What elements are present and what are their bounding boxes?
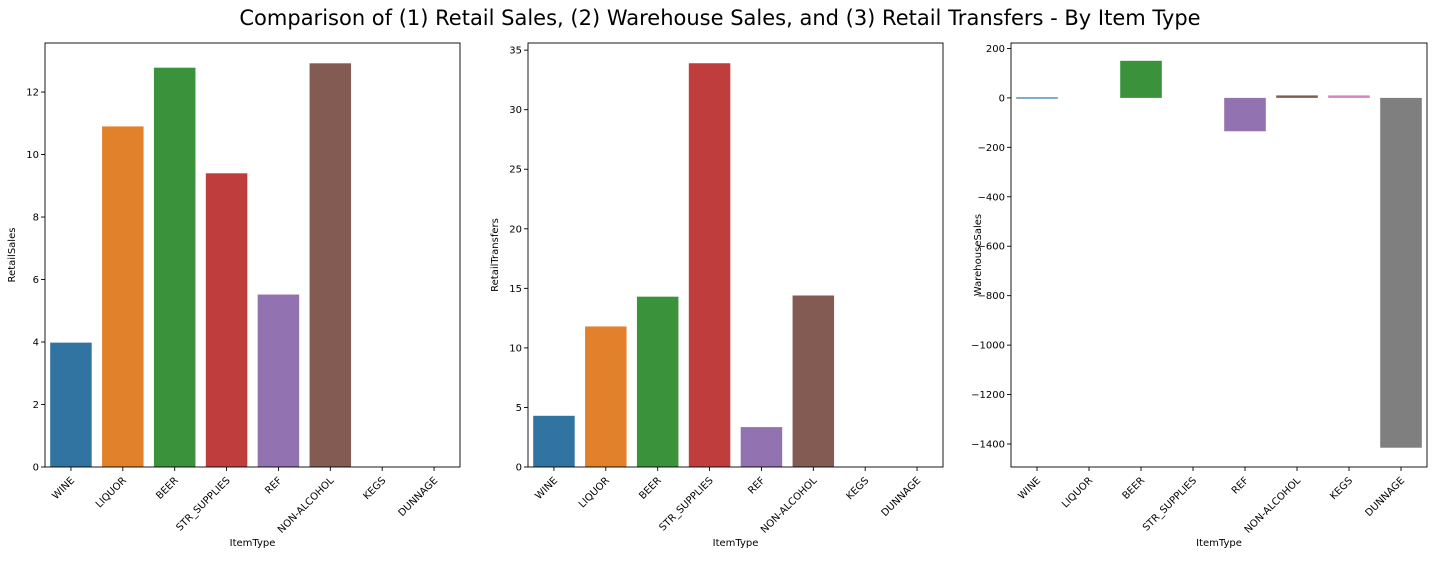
y-tick-label: 5 bbox=[516, 403, 522, 414]
chart-panel-2: 0 5 10 15 20 25 30 35 WINE LIQUOR BEERSTR_SUPPLIES… bbox=[490, 42, 944, 549]
x-tick-label: STR_SUPPLIES bbox=[174, 475, 232, 533]
y-tick-label: 20 bbox=[509, 224, 522, 235]
x-tick-label: LIQUOR bbox=[94, 475, 129, 510]
bar-non-alcohol bbox=[1276, 95, 1318, 98]
y-tick-label: 30 bbox=[509, 105, 522, 116]
bar-beer bbox=[1120, 60, 1162, 98]
figure-title: Comparison of (1) Retail Sales, (2) Ware… bbox=[239, 6, 1201, 30]
y-axis-label: WarehouseSales bbox=[973, 214, 984, 296]
axes-frame bbox=[1010, 42, 1428, 468]
x-tick-label: REF bbox=[1230, 475, 1251, 496]
x-axis-label: ItemType bbox=[230, 538, 276, 549]
x-tick-label: STR_SUPPLIES bbox=[657, 475, 715, 533]
y-tick-label: −600 bbox=[978, 242, 1005, 253]
axes-frame bbox=[527, 42, 944, 468]
y-tick-label: 35 bbox=[509, 46, 522, 57]
bar-str_supplies bbox=[205, 173, 248, 468]
x-tick-label: DUNNAGE bbox=[1363, 475, 1407, 519]
y-tick-label: 0 bbox=[516, 463, 522, 474]
y-tick-label: 4 bbox=[33, 338, 39, 349]
bar-ref bbox=[257, 294, 300, 467]
x-tick-label: DUNNAGE bbox=[397, 475, 441, 519]
x-tick-label: WINE bbox=[1017, 475, 1044, 502]
bar-str_supplies bbox=[688, 63, 731, 467]
x-tick-label: KEGS bbox=[844, 475, 871, 502]
chart-panel-3: −1400 −1200 −1000 −800 −600 −400 −200 0 200 WINE L… bbox=[971, 42, 1428, 549]
y-tick-label: 200 bbox=[986, 44, 1005, 55]
x-tick-label: LIQUOR bbox=[1060, 475, 1095, 510]
y-tick-label: 0 bbox=[999, 93, 1005, 104]
bar-beer bbox=[153, 67, 196, 467]
bar-kegs bbox=[1328, 95, 1370, 98]
x-tick-label: NON-ALCOHOL bbox=[1243, 475, 1304, 536]
bar-ref bbox=[1224, 97, 1266, 132]
x-tick-label: STR_SUPPLIES bbox=[1141, 475, 1199, 533]
y-tick-label: 6 bbox=[33, 275, 39, 286]
x-tick-label: BEER bbox=[637, 475, 664, 502]
x-tick-label: NON-ALCOHOL bbox=[759, 475, 820, 536]
x-tick-label: BEER bbox=[1121, 475, 1148, 502]
y-tick-label: −1400 bbox=[971, 440, 1005, 451]
y-tick-label: 8 bbox=[33, 213, 39, 224]
bar-wine bbox=[1016, 97, 1058, 99]
bar-liquor bbox=[585, 326, 627, 467]
y-tick-label: −400 bbox=[978, 192, 1005, 203]
bar-non-alcohol bbox=[309, 63, 352, 467]
bar-wine bbox=[533, 415, 575, 467]
y-axis-label: RetailSales bbox=[7, 228, 18, 283]
x-tick-label: LIQUOR bbox=[577, 475, 612, 510]
x-tick-label: NON-ALCOHOL bbox=[276, 475, 337, 536]
x-tick-label: KEGS bbox=[361, 475, 388, 502]
axes-frame bbox=[44, 42, 461, 468]
bar-ref bbox=[740, 427, 783, 467]
bar-dunnage bbox=[1380, 97, 1422, 448]
y-tick-label: 12 bbox=[26, 88, 39, 99]
y-tick-label: 2 bbox=[33, 400, 39, 411]
y-axis-label: RetailTransfers bbox=[490, 218, 501, 292]
y-tick-label: −200 bbox=[978, 143, 1005, 154]
x-tick-label: WINE bbox=[50, 475, 77, 502]
bar-wine bbox=[50, 342, 92, 467]
y-tick-label: 0 bbox=[33, 463, 39, 474]
x-tick-label: KEGS bbox=[1328, 475, 1355, 502]
y-tick-label: −800 bbox=[978, 291, 1005, 302]
x-tick-label: WINE bbox=[533, 475, 560, 502]
y-tick-label: 25 bbox=[509, 165, 522, 176]
x-tick-label: BEER bbox=[154, 475, 181, 502]
bar-beer bbox=[636, 296, 679, 467]
y-tick-label: 10 bbox=[509, 343, 522, 354]
bar-liquor bbox=[102, 126, 144, 467]
x-tick-label: REF bbox=[746, 475, 767, 496]
x-tick-label: DUNNAGE bbox=[880, 475, 924, 519]
y-tick-label: 10 bbox=[26, 150, 39, 161]
x-axis-label: ItemType bbox=[1196, 538, 1242, 549]
bar-non-alcohol bbox=[792, 295, 835, 467]
y-tick-label: 15 bbox=[509, 284, 522, 295]
y-tick-label: −1200 bbox=[971, 390, 1005, 401]
y-tick-label: −1000 bbox=[971, 341, 1005, 352]
x-axis-label: ItemType bbox=[713, 538, 759, 549]
x-tick-label: REF bbox=[263, 475, 284, 496]
